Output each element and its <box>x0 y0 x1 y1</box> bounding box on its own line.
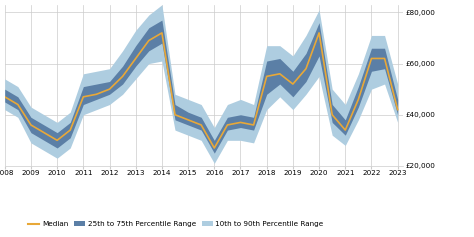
Legend: Median, 25th to 75th Percentile Range, 10th to 90th Percentile Range: Median, 25th to 75th Percentile Range, 1… <box>25 218 327 230</box>
